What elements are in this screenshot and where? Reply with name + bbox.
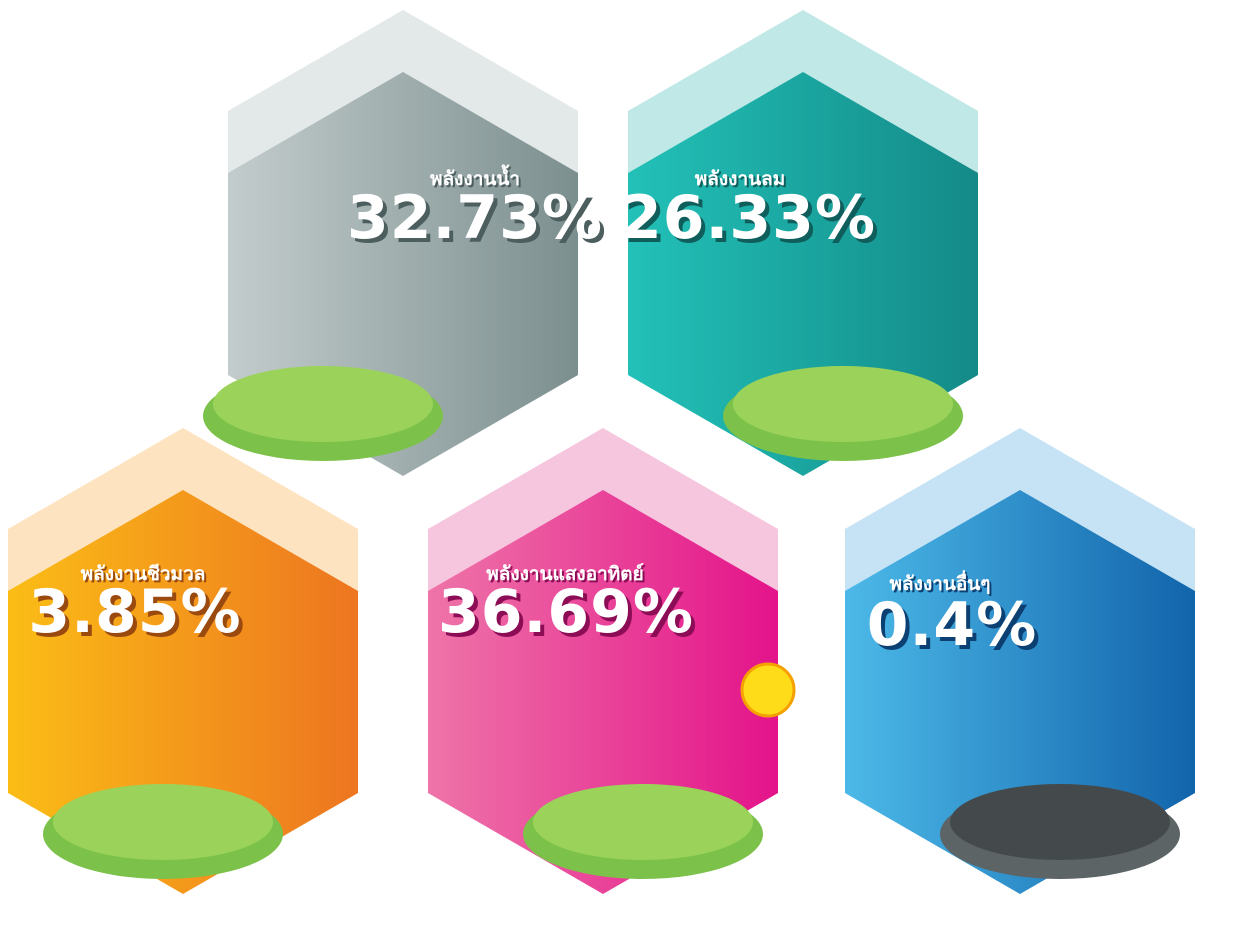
illustration-top [53, 784, 273, 860]
hexagon-card: พลังงานแสงอาทิตย์พลังงานแสงอาทิตย์36.69%… [428, 428, 778, 894]
value: 0.4% [867, 590, 1037, 660]
illustration-top [533, 784, 753, 860]
value: 3.85% [28, 577, 241, 647]
value: 36.69% [438, 577, 694, 647]
sun [742, 664, 794, 716]
value: 32.73% [347, 183, 603, 253]
illustration-top [950, 784, 1170, 860]
illustration-top [213, 366, 433, 442]
hexagon-card: พลังงานน้ำพลังงานน้ำ32.73%32.73% [203, 10, 607, 476]
illustration-top [733, 366, 953, 442]
infographic: พลังงานน้ำพลังงานน้ำ32.73%32.73%พลังงานล… [0, 0, 1252, 931]
value: 26.33% [620, 183, 876, 253]
